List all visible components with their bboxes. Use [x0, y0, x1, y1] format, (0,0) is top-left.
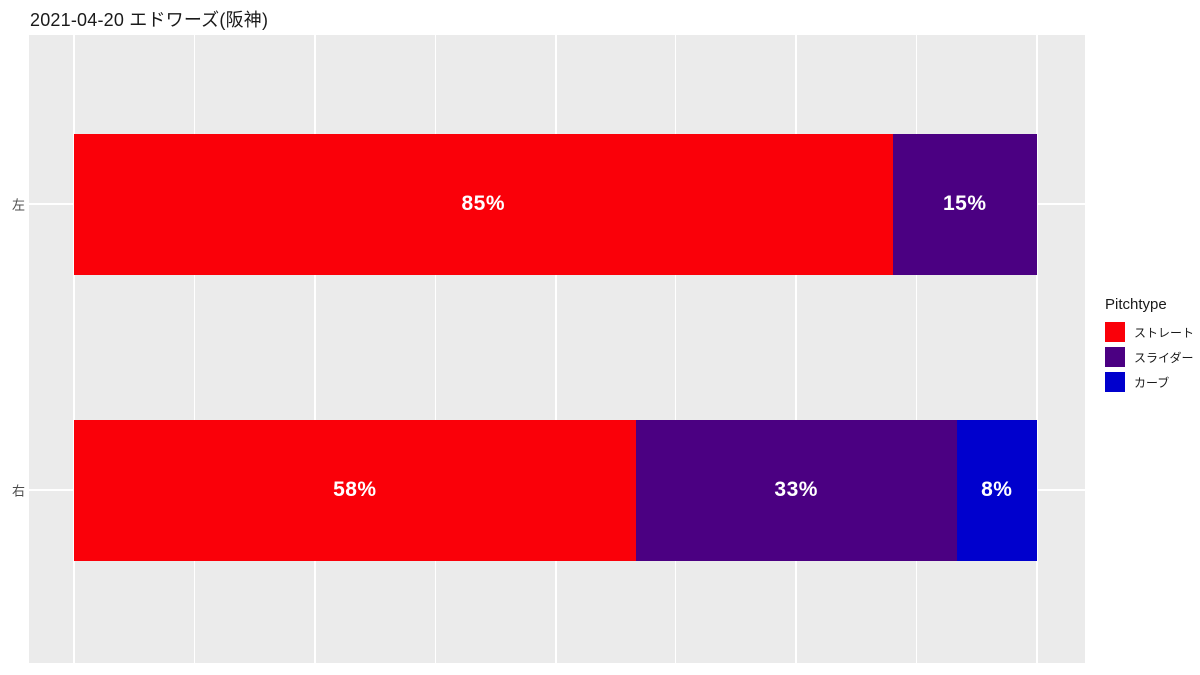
legend-swatch-icon [1105, 322, 1125, 342]
gridline-vertical-minor [434, 35, 436, 663]
bar-segment-label: 58% [333, 478, 377, 501]
bar-segment-label: 85% [461, 192, 506, 215]
gridline-vertical-major [73, 35, 75, 663]
legend-entry: カーブ [1105, 372, 1200, 392]
legend: Pitchtype ストレートスライダーカーブ [1105, 296, 1200, 397]
bar-row-右: 58% 33% 8% [74, 419, 1037, 561]
gridline-vertical-major [313, 35, 316, 663]
legend-entry-label: カーブ [1134, 375, 1170, 390]
bar-segment-label: 33% [774, 478, 818, 501]
bar-row-左: 85% 15% [74, 133, 1037, 275]
y-axis-label-右: 右 [11, 483, 25, 499]
legend-entry-label: スライダー [1134, 350, 1194, 365]
gridline-vertical-minor [675, 35, 677, 663]
gridline-vertical-major [795, 35, 798, 663]
gridline-vertical-minor [193, 35, 195, 663]
bar-segment-label: 15% [943, 192, 987, 215]
bar-segment: 58% [74, 419, 636, 561]
gridline-vertical-minor [916, 35, 918, 663]
bar-segment-label: 8% [981, 478, 1013, 501]
gridline-vertical-major [554, 35, 557, 663]
legend-entry-label: ストレート [1134, 325, 1195, 340]
bar-segment: 8% [956, 419, 1037, 561]
y-axis-label-左: 左 [11, 197, 25, 213]
bar-segment: 15% [892, 133, 1037, 275]
legend-entry: スライダー [1105, 347, 1200, 367]
chart-title: 2021-04-20 エドワーズ(阪神) [30, 10, 269, 30]
plot-panel: 85% 15% 58% 33% 8% [29, 35, 1085, 663]
legend-swatch-icon [1105, 372, 1125, 392]
legend-entries: ストレートスライダーカーブ [1105, 322, 1200, 392]
legend-swatch-icon [1105, 347, 1125, 367]
legend-title: Pitchtype [1105, 296, 1167, 313]
gridline-vertical-major [1036, 35, 1038, 663]
bar-segment: 33% [635, 419, 957, 561]
bar-segment: 85% [74, 133, 893, 275]
legend-entry: ストレート [1105, 322, 1200, 342]
